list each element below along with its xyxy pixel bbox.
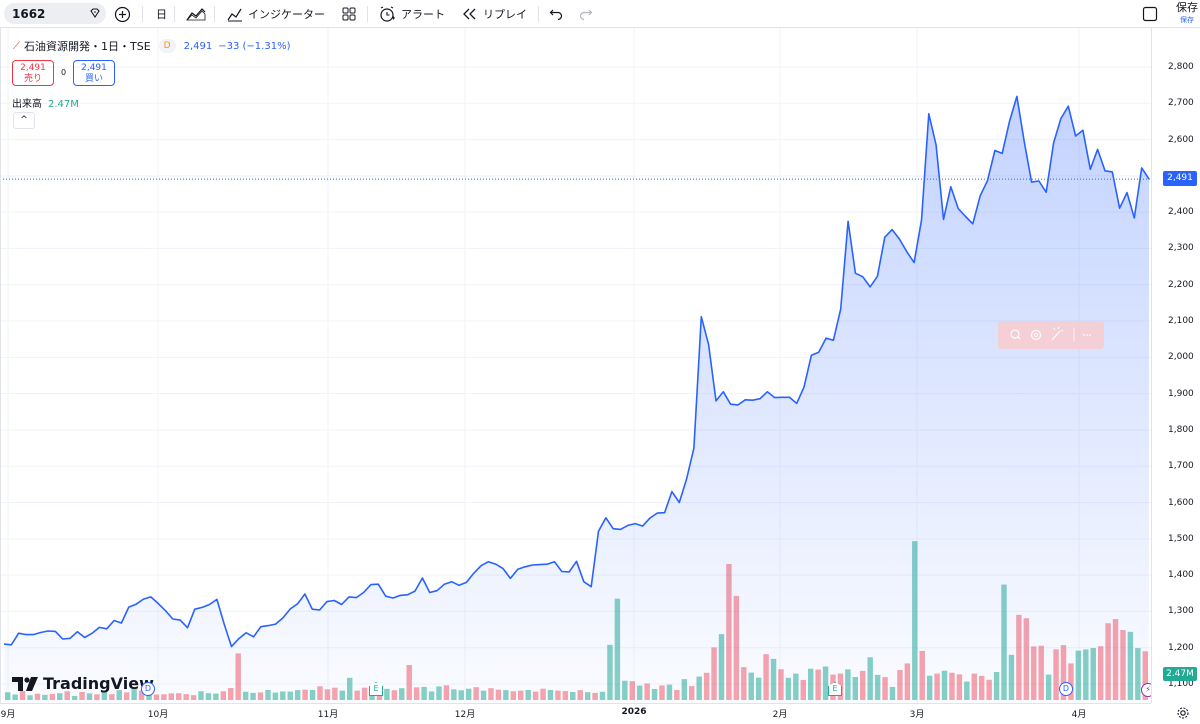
undo-button[interactable] bbox=[549, 0, 563, 28]
square-icon bbox=[1142, 6, 1158, 22]
separator bbox=[367, 6, 368, 22]
time-tick-label: 3月 bbox=[909, 710, 925, 720]
price-tick-label: 2,300 bbox=[1168, 243, 1194, 254]
price-tick-label: 1,500 bbox=[1168, 533, 1194, 544]
compare-button[interactable] bbox=[114, 0, 131, 28]
rewind-icon bbox=[463, 8, 476, 20]
price-tick-label: 1,600 bbox=[1168, 497, 1194, 508]
chart-type-button[interactable] bbox=[185, 0, 207, 28]
price-tick-label: 2,600 bbox=[1168, 134, 1194, 145]
last-price-tag: 2,491 bbox=[1163, 171, 1197, 186]
price-area bbox=[4, 96, 1149, 703]
time-tick-label: 12月 bbox=[454, 710, 476, 720]
fullscreen-button[interactable] bbox=[1142, 0, 1158, 28]
time-tick-label: 9月 bbox=[0, 710, 16, 720]
price-tick-label: 1,900 bbox=[1168, 388, 1194, 399]
add-icon bbox=[114, 6, 131, 22]
undo-icon bbox=[549, 9, 563, 21]
logo-text: TradingView bbox=[43, 674, 154, 693]
price-tick-label: 1,200 bbox=[1168, 642, 1194, 653]
time-tick-label: 2月 bbox=[772, 710, 788, 720]
redo-button[interactable] bbox=[579, 0, 593, 28]
time-tick-label: 4月 bbox=[1071, 710, 1087, 720]
dividend-marker[interactable]: D bbox=[1059, 682, 1073, 696]
save-sublabel: 保存 bbox=[1180, 16, 1194, 24]
separator bbox=[214, 6, 215, 22]
indicators-icon bbox=[227, 8, 242, 22]
tv-icon bbox=[12, 676, 38, 691]
replay-button[interactable]: リプレイ bbox=[461, 0, 527, 28]
separator bbox=[142, 6, 143, 22]
save-label: 保存 bbox=[1176, 1, 1198, 14]
alert-button[interactable]: アラート bbox=[378, 0, 445, 28]
volume-tag: 2.47M bbox=[1163, 667, 1197, 681]
separator bbox=[538, 6, 539, 22]
save-button[interactable]: 保存 保存 bbox=[1176, 2, 1198, 26]
diamond-icon[interactable] bbox=[88, 6, 102, 23]
price-tick-label: 2,800 bbox=[1168, 62, 1194, 72]
interval-label: 日 bbox=[156, 8, 167, 21]
price-tick-label: 1,300 bbox=[1168, 606, 1194, 617]
price-tick-label: 1,400 bbox=[1168, 570, 1194, 581]
alert-label: アラート bbox=[401, 8, 445, 21]
time-tick-label: 2026 bbox=[621, 707, 647, 717]
price-tick-label: 2,200 bbox=[1168, 279, 1194, 290]
price-tick-label: 2,100 bbox=[1168, 316, 1194, 327]
price-tick-label: 2,000 bbox=[1168, 352, 1194, 363]
gear-icon[interactable] bbox=[1176, 705, 1190, 724]
price-tick-label: 1,800 bbox=[1168, 424, 1194, 435]
price-tick-label: 2,400 bbox=[1168, 207, 1194, 218]
separator bbox=[174, 6, 175, 22]
price-scale[interactable] bbox=[1151, 28, 1200, 703]
time-scale[interactable] bbox=[0, 703, 1151, 724]
price-tick-label: 1,700 bbox=[1168, 461, 1194, 472]
magic-wand-icon[interactable] bbox=[1051, 326, 1064, 341]
at-icon[interactable] bbox=[1030, 329, 1042, 341]
interval-button[interactable]: 日 bbox=[156, 0, 167, 28]
top-toolbar: 1662 日 インジケーター アラート リプレイ 保存 保存 bbox=[0, 0, 1200, 28]
area-chart-icon bbox=[186, 8, 206, 21]
time-tick-label: 11月 bbox=[317, 710, 339, 720]
indicators-label: インジケーター bbox=[248, 8, 325, 21]
layouts-button[interactable] bbox=[341, 0, 357, 28]
tradingview-logo[interactable]: TradingView bbox=[12, 674, 154, 693]
redo-icon bbox=[579, 9, 593, 21]
more-icon[interactable] bbox=[1083, 334, 1091, 336]
dividend-marker[interactable]: D bbox=[141, 682, 155, 696]
indicators-button[interactable]: インジケーター bbox=[226, 0, 325, 28]
symbol-search[interactable]: 1662 bbox=[4, 3, 106, 24]
earnings-marker[interactable]: E bbox=[369, 682, 383, 696]
price-tick-label: 2,700 bbox=[1168, 98, 1194, 109]
grid-icon bbox=[342, 7, 356, 21]
replay-label: リプレイ bbox=[483, 8, 527, 21]
symbol-text: 1662 bbox=[12, 6, 46, 21]
search-icon[interactable] bbox=[1010, 329, 1021, 340]
price-line bbox=[3, 95, 1150, 648]
time-tick-label: 10月 bbox=[147, 710, 169, 720]
price-tick-label: 1,100 bbox=[1168, 679, 1194, 689]
floating-toolbar[interactable] bbox=[998, 321, 1104, 349]
earnings-marker[interactable]: E bbox=[828, 682, 842, 696]
alarm-clock-icon bbox=[380, 6, 395, 22]
